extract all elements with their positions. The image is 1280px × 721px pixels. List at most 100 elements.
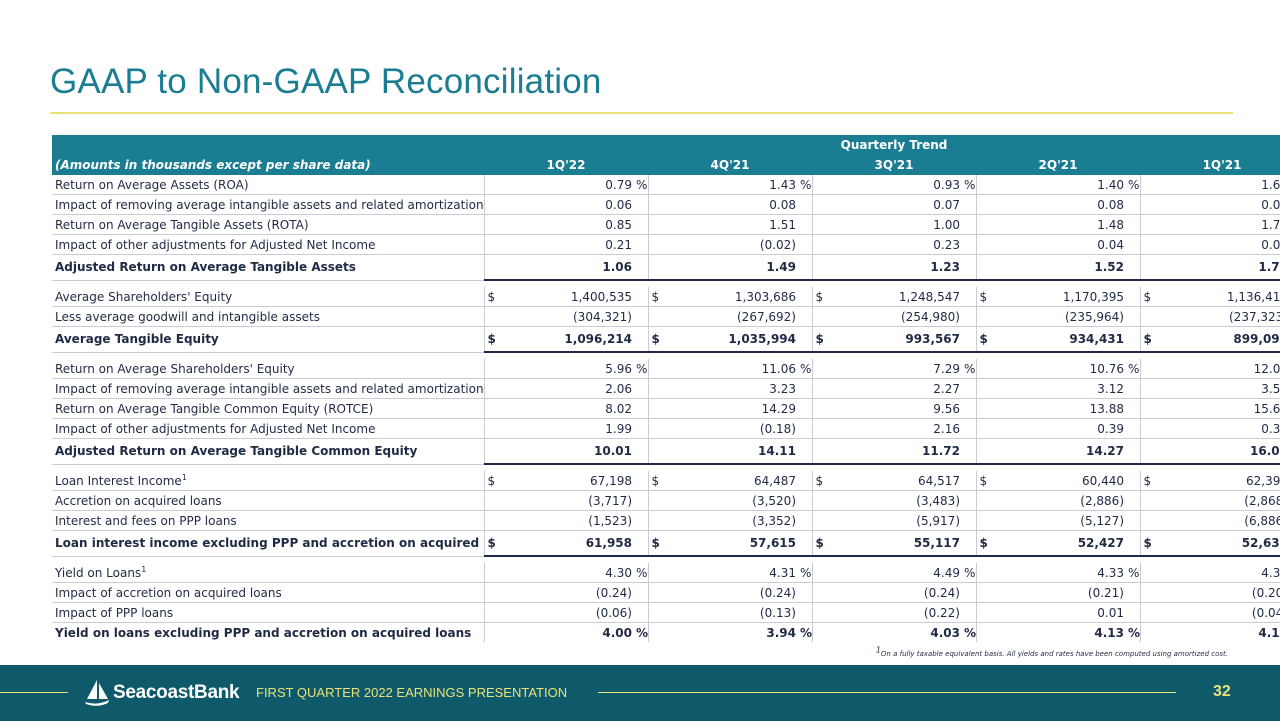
dollar-sign <box>811 510 826 531</box>
value-cell: 0.01 <box>990 602 1126 623</box>
dollar-sign <box>975 378 990 399</box>
percent-sign <box>798 398 812 419</box>
percent-sign <box>962 510 976 531</box>
presentation-title: FIRST QUARTER 2022 EARNINGS PRESENTATION <box>256 685 568 700</box>
brand-logo: SeacoastBank <box>84 678 240 708</box>
percent-sign <box>634 378 648 399</box>
percent-sign <box>634 306 648 327</box>
value-cell: 993,567 <box>826 326 962 353</box>
percent-sign: % <box>962 622 976 642</box>
dollar-sign <box>811 398 826 419</box>
dollar-sign <box>1139 490 1154 511</box>
row-label: Impact of removing average intangible as… <box>52 378 485 399</box>
value-cell: 10.76 <box>990 359 1126 379</box>
row-label: Return on Average Tangible Assets (ROTA) <box>52 214 485 235</box>
percent-sign <box>1126 254 1140 281</box>
dollar-sign <box>647 582 662 603</box>
row-label-text: Loan Interest Income <box>55 473 182 488</box>
dollar-sign <box>483 490 498 511</box>
value-cell: (2,886) <box>990 490 1126 511</box>
dollar-sign <box>483 398 498 419</box>
section-spacer <box>52 556 1280 563</box>
dollar-sign <box>811 359 826 379</box>
dollar-sign <box>1139 563 1154 583</box>
value-cell: 2.06 <box>498 378 634 399</box>
value-cell: 4.39 <box>1154 563 1280 583</box>
value-cell: 5.96 <box>498 359 634 379</box>
spacer-cell <box>52 280 1280 287</box>
percent-sign <box>962 378 976 399</box>
value-cell: 1.48 <box>990 214 1126 235</box>
value-cell: 52,636 <box>1154 530 1280 557</box>
row-label: Yield on loans excluding PPP and accreti… <box>52 622 485 642</box>
dollar-sign <box>647 306 662 327</box>
dollar-sign <box>1139 602 1154 623</box>
row-label-text: Impact of other adjustments for Adjusted… <box>55 237 376 252</box>
row-label: Adjusted Return on Average Tangible Asse… <box>52 254 485 281</box>
dollar-sign: $ <box>647 530 662 557</box>
percent-sign: % <box>634 563 648 583</box>
value-cell: 4.13 <box>990 622 1126 642</box>
dollar-sign: $ <box>483 471 498 491</box>
value-cell: (0.24) <box>498 582 634 603</box>
value-cell: 16.01 <box>1154 438 1280 465</box>
percent-sign: % <box>1126 622 1140 642</box>
value-cell: 0.06 <box>498 194 634 215</box>
value-cell: (5,127) <box>990 510 1126 531</box>
dollar-sign: $ <box>1139 326 1154 353</box>
percent-sign <box>798 602 812 623</box>
dollar-sign <box>483 438 498 465</box>
value-cell: 9.56 <box>826 398 962 419</box>
dollar-sign <box>811 378 826 399</box>
value-cell: 3.94 <box>662 622 798 642</box>
row-label: Impact of other adjustments for Adjusted… <box>52 234 485 255</box>
dollar-sign <box>811 490 826 511</box>
percent-sign <box>634 398 648 419</box>
dollar-sign: $ <box>975 287 990 307</box>
table-row: Impact of PPP loans (0.06) (0.13) (0.22) 0.0… <box>52 602 1280 623</box>
dollar-sign <box>975 306 990 327</box>
dollar-sign <box>975 418 990 439</box>
percent-sign <box>798 254 812 281</box>
percent-sign <box>1126 418 1140 439</box>
value-cell: 13.88 <box>990 398 1126 419</box>
row-label: Impact of removing average intangible as… <box>52 194 485 215</box>
table-row: Less average goodwill and intangible ass… <box>52 306 1280 327</box>
dollar-sign <box>647 602 662 623</box>
row-label: Return on Average Shareholders' Equity <box>52 359 485 379</box>
value-cell: 4.00 <box>498 622 634 642</box>
row-label: Average Tangible Equity <box>52 326 485 353</box>
dollar-sign: $ <box>811 471 826 491</box>
dollar-sign <box>975 490 990 511</box>
dollar-sign <box>483 378 498 399</box>
row-label-text: Yield on Loans <box>55 565 142 580</box>
footnote-text: On a fully taxable equivalent basis. All… <box>880 650 1228 658</box>
dollar-sign: $ <box>811 287 826 307</box>
value-cell: (3,717) <box>498 490 634 511</box>
percent-sign <box>798 287 812 307</box>
value-cell: 4.31 <box>662 563 798 583</box>
value-cell: 1.23 <box>826 254 962 281</box>
value-cell: (2,868) <box>1154 490 1280 511</box>
percent-sign <box>798 326 812 353</box>
dollar-sign <box>811 582 826 603</box>
dollar-sign <box>483 510 498 531</box>
value-cell: 0.85 <box>498 214 634 235</box>
table-row: Adjusted Return on Average Tangible Comm… <box>52 438 1280 465</box>
row-label: Loan interest income excluding PPP and a… <box>52 530 485 557</box>
row-label-text: Accretion on acquired loans <box>55 493 222 508</box>
percent-sign <box>1126 602 1140 623</box>
row-label-text: Loan interest income excluding PPP and a… <box>55 536 484 551</box>
dollar-sign <box>975 359 990 379</box>
percent-sign <box>634 438 648 465</box>
value-cell: 1,400,535 <box>498 287 634 307</box>
row-label: Impact of accretion on acquired loans <box>52 582 485 603</box>
column-header: 1Q'21 <box>1140 155 1280 175</box>
value-cell: (237,323) <box>1154 306 1280 327</box>
dollar-sign <box>975 214 990 235</box>
percent-sign <box>962 254 976 281</box>
percent-sign <box>962 326 976 353</box>
row-label-text: Return on Average Tangible Assets (ROTA) <box>55 217 309 232</box>
dollar-sign <box>975 622 990 642</box>
footnote-marker: 1 <box>875 645 881 655</box>
